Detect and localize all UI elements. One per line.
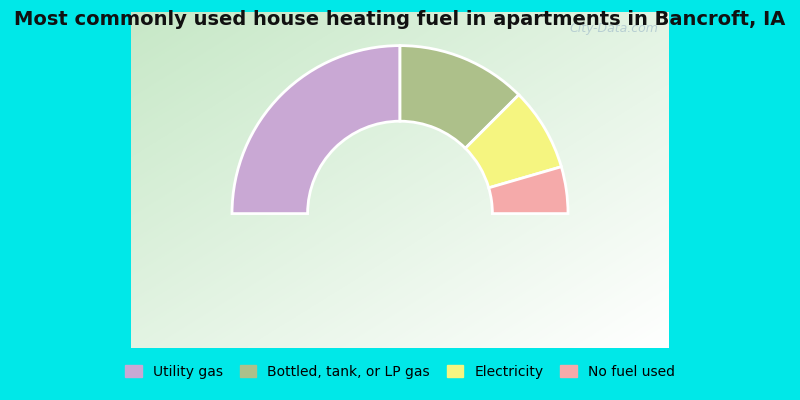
Wedge shape (489, 167, 568, 214)
Text: Most commonly used house heating fuel in apartments in Bancroft, IA: Most commonly used house heating fuel in… (14, 10, 786, 29)
Wedge shape (232, 46, 400, 214)
Wedge shape (400, 46, 518, 148)
Legend: Utility gas, Bottled, tank, or LP gas, Electricity, No fuel used: Utility gas, Bottled, tank, or LP gas, E… (118, 358, 682, 386)
Wedge shape (466, 95, 562, 188)
Text: City-Data.com: City-Data.com (569, 22, 658, 35)
